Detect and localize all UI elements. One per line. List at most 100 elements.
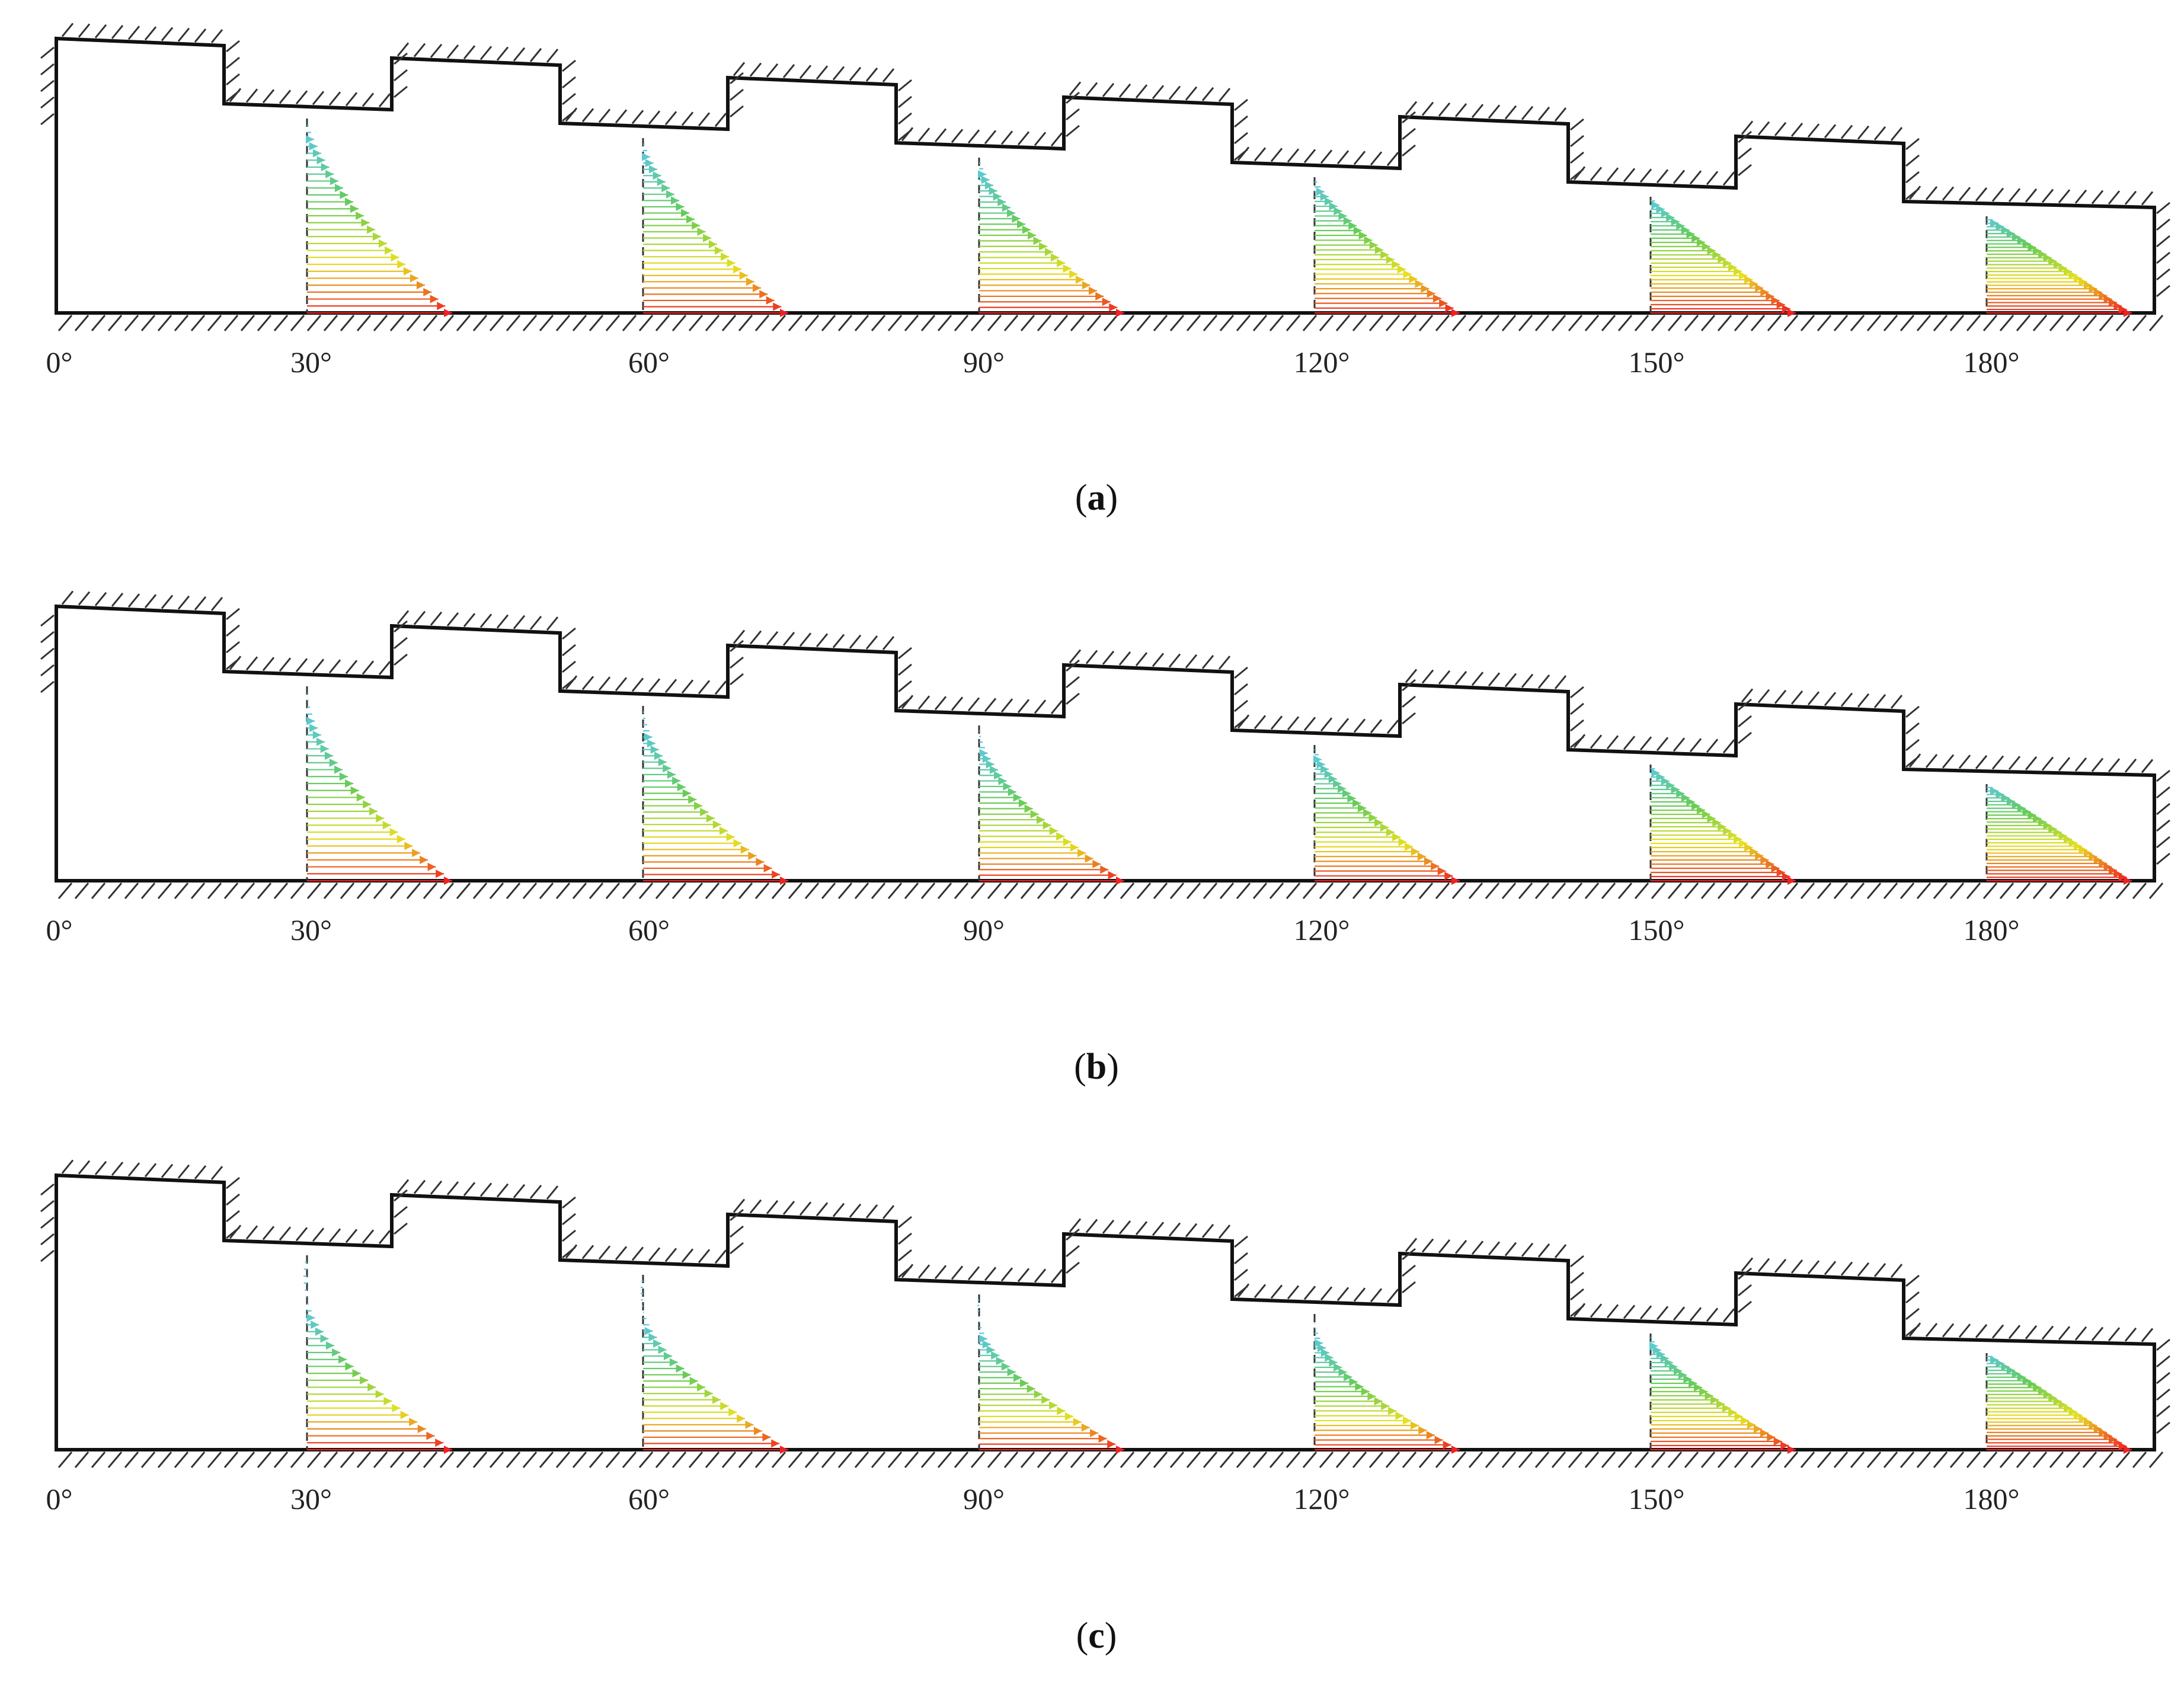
vector-arrowhead [1107,1440,1116,1449]
vector-arrowhead [378,239,387,248]
vector-arrowhead [391,253,399,262]
vector-arrowhead [1418,1426,1427,1435]
vector-arrowhead [752,283,761,292]
vector-arrowhead [2017,236,2026,245]
vector-arrowhead [2048,824,2057,833]
vector-arrowhead [1349,1377,1358,1386]
vector-arrowhead [728,1408,737,1417]
vector-arrowhead [1676,789,1685,798]
vector-arrowhead [1417,852,1426,861]
vector-arrowhead [1656,205,1665,213]
velocity-profile-4 [1313,177,1460,317]
vector-arrowhead [994,771,1003,780]
vector-arrowhead [688,795,697,804]
vector-arrowhead [762,1433,771,1441]
vector-arrowhead [1398,837,1407,846]
vector-arrowhead [1007,1368,1016,1376]
vector-arrowhead [671,196,680,205]
vector-arrowhead [1090,1428,1099,1437]
vector-arrowhead [2124,309,2132,317]
vector-arrowhead [2113,302,2122,311]
vector-arrowhead [1652,1346,1661,1354]
vector-arrowhead [306,717,315,725]
vector-arrowhead [748,851,757,860]
vector-arrowhead [309,724,318,733]
angle-label: 90° [963,346,1005,379]
vector-arrowhead [416,281,425,290]
vector-arrowhead [720,826,728,835]
angle-label: 120° [1294,1482,1350,1515]
vector-arrowhead [1057,1406,1066,1415]
vector-arrowhead [1316,187,1325,196]
vector-arrowhead [1434,1435,1443,1444]
vector-arrowhead [1702,242,1710,251]
vector-arrowhead [1750,848,1758,856]
vector-arrowhead [2006,229,2015,238]
vector-arrowhead [1041,1395,1050,1404]
vector-arrowhead [316,156,325,165]
vector-arrowhead [1033,236,1042,245]
vector-arrowhead [1338,1368,1347,1377]
vector-arrowhead [2108,298,2117,307]
vector-arrowhead [444,309,452,317]
caption-b: (b) [1074,1047,1119,1087]
vector-arrowhead [1734,835,1742,843]
vector-arrowhead [2093,856,2102,865]
vector-arrowhead [2033,814,2042,823]
vector-arrowhead [1334,207,1342,216]
vector-arrowhead [1334,1363,1342,1371]
vector-arrowhead [666,190,674,199]
vector-arrowhead [991,1351,1000,1360]
vector-arrowhead [692,221,701,230]
vector-arrowhead [1329,1358,1338,1367]
vector-arrowhead [780,1446,788,1454]
vector-arrowhead [997,197,1006,206]
vector-arrowhead [1691,234,1700,242]
vector-arrowhead [1039,242,1048,251]
vector-arrowhead [2089,852,2097,861]
vector-arrowhead [658,757,667,766]
vector-arrowhead [2001,226,2010,235]
vector-arrowhead [993,192,1002,201]
vector-arrowhead [653,1339,662,1348]
vector-arrowhead [1415,279,1424,288]
vector-arrowhead [1397,265,1406,274]
vector-arrowhead [1671,785,1680,794]
vector-arrowhead [2113,869,2122,878]
vector-arrowhead [1095,292,1104,300]
vector-arrowhead [1043,821,1051,830]
velocity-profile-4 [1313,1314,1460,1454]
vector-arrowhead [1712,818,1721,827]
vector-arrowhead [753,1427,762,1435]
vector-arrowhead [1358,231,1367,240]
vector-arrowhead [2103,295,2112,303]
vector-arrowhead [1337,784,1346,793]
vector-arrowhead [1392,260,1400,269]
vector-arrowhead [1324,197,1333,206]
vector-arrowhead [1451,309,1460,317]
vector-arrowhead [697,228,706,236]
angle-label: 90° [963,913,1005,947]
angle-label: 150° [1629,346,1685,379]
vector-arrowhead [1027,1385,1035,1393]
vector-arrowhead [1386,255,1395,264]
vector-arrowhead [1361,1387,1370,1396]
vector-arrowhead [2033,1383,2042,1392]
vector-arrowhead [1656,773,1665,781]
vector-arrowhead [1681,226,1690,234]
vector-arrowhead [1013,1373,1022,1382]
vector-arrowhead [2022,1376,2031,1385]
vector-arrowhead [663,1351,672,1360]
vector-arrowhead [733,839,742,848]
vector-arrowhead [320,1334,329,1343]
vector-arrowhead [2103,862,2112,871]
vector-arrowhead [1020,1379,1029,1387]
caption-c: (c) [1076,1616,1117,1656]
vector-arrowhead [2118,305,2127,314]
vector-arrowhead [404,842,413,851]
vector-arrowhead [1666,781,1675,789]
vector-arrowhead [312,731,321,739]
vector-arrowhead [2012,1369,2020,1378]
vector-arrowhead [1723,259,1732,267]
vector-arrowhead [1712,251,1721,259]
